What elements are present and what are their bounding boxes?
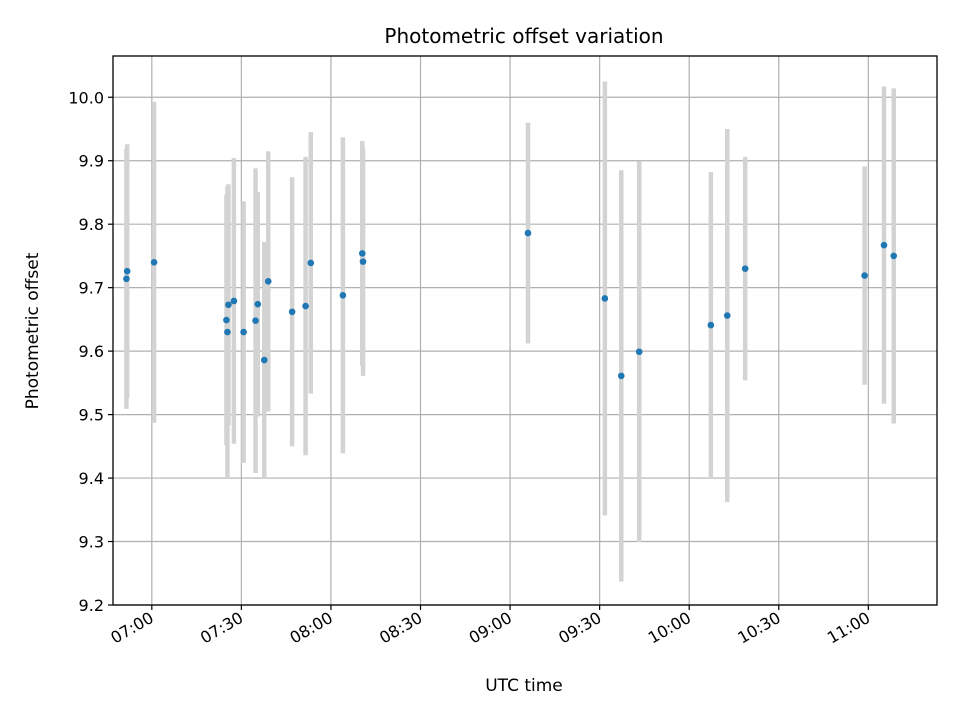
data-points [123,229,898,380]
data-point [123,267,131,275]
data-point [723,312,731,319]
data-point [601,295,609,302]
y-tick-label: 9.4 [79,469,104,488]
data-point [880,241,888,249]
data-point [252,317,259,324]
data-point [150,258,158,266]
data-point [707,321,715,329]
data-point [230,297,238,305]
y-tick-label: 9.8 [79,215,104,234]
data-point [307,259,315,267]
y-tick-label: 9.5 [79,406,104,425]
data-point [524,229,532,237]
y-tick-label: 9.9 [79,152,104,171]
y-tick-label: 9.6 [79,342,104,361]
data-point [123,275,130,283]
plot-area [112,55,938,606]
data-point [223,316,230,324]
data-point [617,372,625,380]
axes-frame [112,55,938,606]
data-point [302,302,309,310]
data-point [339,291,347,299]
data-point [635,348,643,356]
data-point [264,278,272,285]
y-tick-label: 9.7 [79,279,104,298]
y-tick-label: 10.0 [68,88,104,107]
y-tick-label: 9.2 [79,596,104,615]
chart-title: Photometric offset variation [384,24,663,48]
y-axis-ticks: 9.2 9.3 9.4 9.5 9.6 9.7 9.8 9.9 10.0 [68,88,113,615]
data-point [240,328,247,336]
data-point [224,328,231,336]
data-point [260,356,268,364]
data-point [741,265,749,272]
data-point [225,301,232,309]
data-point [358,250,366,257]
data-point [890,252,898,260]
data-point [288,308,296,316]
y-axis-label: Photometric offset [23,252,43,409]
x-axis-label: UTC time [485,676,563,696]
data-point [359,258,367,265]
y-tick-label: 9.3 [79,533,104,552]
data-point [254,300,262,308]
data-point [861,272,868,279]
